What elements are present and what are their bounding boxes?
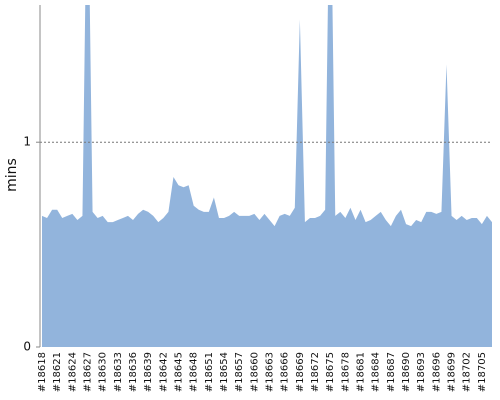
x-tick-label: #18678 (340, 352, 351, 392)
x-tick-label: #18630 (98, 352, 109, 392)
x-tick-label: #18696 (431, 352, 442, 392)
y-tick-label: 1 (23, 135, 31, 149)
x-tick-label: #18642 (158, 352, 169, 392)
x-tick-label: #18618 (37, 352, 48, 392)
x-tick-label: #18687 (386, 352, 397, 392)
x-tick-label: #18657 (234, 352, 245, 392)
x-tick-label: #18621 (52, 352, 63, 392)
x-tick-label: #18636 (128, 352, 139, 392)
x-tick-label: #18705 (477, 352, 488, 392)
x-tick-label: #18669 (295, 352, 306, 392)
x-tick-label: #18675 (325, 352, 336, 392)
x-tick-label: #18654 (219, 352, 230, 392)
x-tick-label: #18651 (204, 352, 215, 392)
x-tick-label: #18663 (265, 352, 276, 392)
x-tick-label: #18624 (67, 352, 78, 392)
area (42, 5, 492, 347)
x-tick-label: #18639 (143, 352, 154, 392)
x-tick-label: #18693 (416, 352, 427, 392)
x-tick-label: #18627 (83, 352, 94, 392)
x-tick-label: #18648 (189, 352, 200, 392)
x-tick-label: #18660 (249, 352, 260, 392)
y-tick-label: 0 (23, 340, 31, 354)
x-tick-label: #18633 (113, 352, 124, 392)
x-tick-label: #18684 (371, 352, 382, 392)
x-tick-label: #18690 (401, 352, 412, 392)
x-tick-label: #18666 (280, 352, 291, 392)
x-tick-label: #18672 (310, 352, 321, 392)
y-axis-label: mins (4, 158, 20, 192)
x-tick-label: #18645 (174, 352, 185, 392)
x-tick-label: #18681 (356, 352, 367, 392)
x-tick-label: #18702 (462, 352, 473, 392)
x-tick-label: #18699 (447, 352, 458, 392)
